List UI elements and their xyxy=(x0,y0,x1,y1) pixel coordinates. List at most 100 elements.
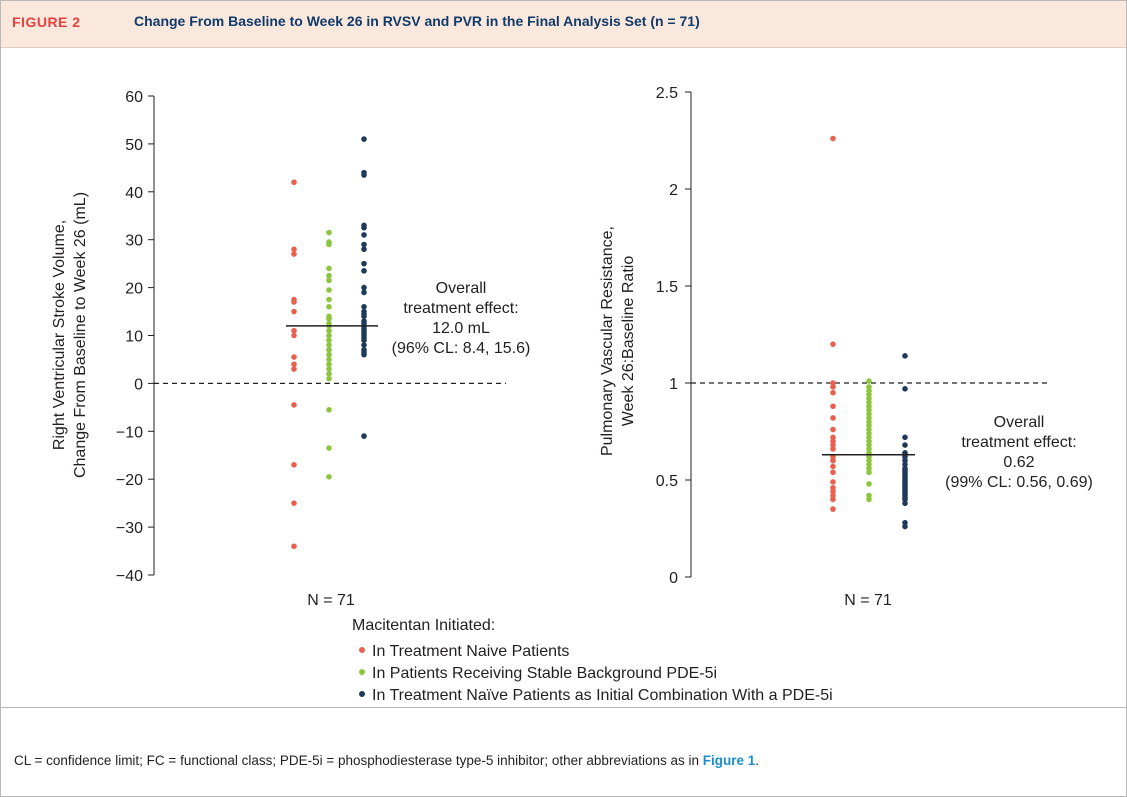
data-point-stable-pde5i xyxy=(326,375,332,382)
overall-effect-annotation: 12.0 mL xyxy=(432,320,490,337)
data-point-stable-pde5i xyxy=(326,229,332,236)
data-point-naive xyxy=(830,438,836,445)
data-point-naive xyxy=(830,426,836,433)
data-point-naive xyxy=(291,299,297,305)
data-point-stable-pde5i xyxy=(866,438,872,445)
data-point-stable-pde5i xyxy=(326,342,332,348)
x-axis-label: N = 71 xyxy=(844,592,892,609)
data-point-stable-pde5i xyxy=(326,272,332,279)
y-tick-label: 1.5 xyxy=(656,279,678,296)
y-tick-label: −40 xyxy=(116,568,143,585)
data-point-initial-combo xyxy=(361,260,367,267)
data-point-naive xyxy=(830,479,836,485)
data-point-naive xyxy=(291,179,297,186)
data-point-naive xyxy=(830,434,836,441)
data-point-naive xyxy=(830,403,836,410)
legend-dot-stable-pde5i xyxy=(359,668,365,675)
data-point-naive xyxy=(830,384,836,390)
data-point-naive xyxy=(291,327,297,334)
overall-effect-annotation: Overall xyxy=(436,280,487,297)
y-axis-label: Week 26:Baseline Ratio xyxy=(620,256,637,427)
data-point-naive xyxy=(830,415,836,421)
y-tick-label: 0.5 xyxy=(656,473,678,490)
data-point-stable-pde5i xyxy=(866,407,872,413)
data-point-initial-combo xyxy=(902,461,908,468)
y-axis-label: Right Ventricular Stroke Volume, xyxy=(51,220,68,450)
data-point-stable-pde5i xyxy=(866,446,872,452)
legend-label-naive: In Treatment Naive Patients xyxy=(372,643,570,660)
data-point-naive xyxy=(830,484,836,491)
data-point-stable-pde5i xyxy=(866,492,872,499)
data-point-stable-pde5i xyxy=(866,469,872,476)
data-point-initial-combo xyxy=(902,442,908,448)
data-point-stable-pde5i xyxy=(326,351,332,358)
data-point-initial-combo xyxy=(902,500,908,507)
data-point-initial-combo xyxy=(902,353,908,359)
legend-item-initial-combo: In Treatment Naïve Patients as Initial C… xyxy=(352,685,833,707)
data-point-stable-pde5i xyxy=(866,395,872,402)
data-point-naive xyxy=(830,442,836,448)
y-tick-label: −10 xyxy=(116,424,143,441)
data-point-initial-combo xyxy=(361,246,367,253)
data-point-naive xyxy=(830,506,836,512)
data-point-stable-pde5i xyxy=(866,415,872,421)
figure-caption: CL = confidence limit; FC = functional c… xyxy=(14,753,760,768)
overall-effect-annotation: treatment effect: xyxy=(961,434,1076,451)
data-point-stable-pde5i xyxy=(866,461,872,468)
data-point-stable-pde5i xyxy=(866,426,872,433)
data-point-stable-pde5i xyxy=(866,378,872,384)
overall-effect-annotation: (96% CL: 8.4, 15.6) xyxy=(392,340,531,357)
legend-label-stable-pde5i: In Patients Receiving Stable Background … xyxy=(372,665,718,682)
y-tick-label: 1 xyxy=(669,376,678,393)
figure-1-link[interactable]: Figure 1 xyxy=(702,753,756,768)
y-tick-label: 60 xyxy=(125,89,143,106)
data-point-stable-pde5i xyxy=(326,327,332,334)
y-tick-label: 0 xyxy=(669,570,678,587)
data-point-naive xyxy=(830,469,836,476)
y-tick-label: 0 xyxy=(134,376,143,393)
legend-item-naive: In Treatment Naive Patients xyxy=(352,641,833,663)
legend: Macitentan Initiated: In Treatment Naive… xyxy=(352,617,833,707)
y-tick-label: −20 xyxy=(116,472,143,489)
data-point-naive xyxy=(291,361,297,368)
data-point-initial-combo xyxy=(361,241,367,248)
data-point-initial-combo xyxy=(361,342,367,348)
data-point-stable-pde5i xyxy=(326,356,332,363)
data-point-initial-combo xyxy=(902,457,908,464)
data-point-stable-pde5i xyxy=(326,315,332,322)
data-point-stable-pde5i xyxy=(866,391,872,398)
data-point-stable-pde5i xyxy=(326,287,332,293)
data-point-stable-pde5i xyxy=(326,337,332,344)
data-point-naive xyxy=(291,354,297,360)
data-point-initial-combo xyxy=(902,496,908,503)
data-point-stable-pde5i xyxy=(866,496,872,503)
data-point-naive xyxy=(830,389,836,396)
data-point-stable-pde5i xyxy=(326,474,332,480)
data-point-naive xyxy=(291,308,297,315)
caption-divider xyxy=(1,707,1126,708)
data-point-stable-pde5i xyxy=(866,419,872,425)
data-point-initial-combo xyxy=(902,434,908,441)
data-point-initial-combo xyxy=(361,268,367,274)
data-point-stable-pde5i xyxy=(866,422,872,429)
pvr-chart: 0 0.5 1 1.5 2 2.5 Pulmonary Vascular Resistanc… xyxy=(599,85,1093,609)
data-point-naive xyxy=(830,446,836,452)
data-point-stable-pde5i xyxy=(326,347,332,353)
y-tick-label: 50 xyxy=(125,137,143,154)
data-point-naive xyxy=(291,246,297,253)
y-axis-label: Change From Baseline to Week 26 (mL) xyxy=(72,192,89,478)
data-point-initial-combo xyxy=(361,303,367,310)
y-tick-label: 10 xyxy=(125,329,143,346)
data-point-stable-pde5i xyxy=(326,241,332,248)
data-point-initial-combo xyxy=(361,232,367,238)
data-point-naive xyxy=(291,543,297,550)
data-point-stable-pde5i xyxy=(326,296,332,303)
data-point-initial-combo xyxy=(902,386,908,392)
data-point-stable-pde5i xyxy=(866,442,872,448)
data-point-stable-pde5i xyxy=(326,277,332,284)
data-point-stable-pde5i xyxy=(866,411,872,417)
data-point-stable-pde5i xyxy=(866,403,872,410)
data-point-naive xyxy=(830,496,836,503)
legend-item-stable-pde5i: In Patients Receiving Stable Background … xyxy=(352,663,833,685)
